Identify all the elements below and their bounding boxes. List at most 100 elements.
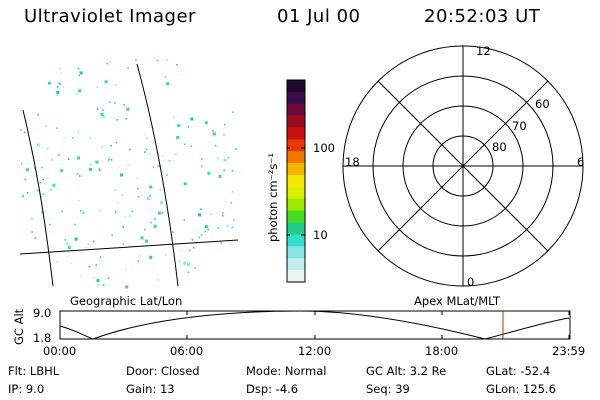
speckle: [40, 195, 42, 198]
speckle: [98, 168, 101, 170]
mlat-label-70: 70: [512, 119, 527, 133]
speckle: [125, 268, 127, 271]
orbit-plot-ticks: [59, 311, 570, 339]
speckle: [58, 188, 60, 190]
speckle: [104, 80, 108, 84]
speckle: [43, 179, 46, 182]
polar-grid: [342, 45, 584, 287]
speckle: [72, 137, 74, 139]
speckle: [60, 72, 62, 75]
speckle: [76, 92, 78, 95]
speckle: [136, 177, 138, 180]
speckle: [194, 267, 196, 269]
speckle: [41, 166, 43, 169]
speckle: [31, 231, 34, 233]
speckle: [77, 129, 80, 132]
speckle: [231, 170, 234, 172]
speckle: [204, 230, 206, 233]
ip-status: IP: 9.0: [8, 382, 45, 396]
speckle: [225, 224, 229, 228]
speckle: [22, 194, 24, 196]
colorbar-tick-100: 100: [313, 141, 335, 155]
speckle: [114, 84, 117, 87]
speckle: [153, 225, 157, 228]
speckle: [67, 246, 71, 250]
speckle: [126, 113, 129, 115]
speckle: [135, 59, 137, 61]
mlt-label-0: 0: [467, 275, 475, 289]
speckle: [165, 254, 167, 256]
speckle: [74, 223, 76, 226]
colorbar-segment: [287, 198, 305, 212]
speckle: [126, 107, 130, 111]
speckle: [78, 67, 80, 70]
speckle: [176, 136, 180, 139]
speckle: [222, 212, 224, 214]
speckle: [232, 111, 234, 113]
speckle: [204, 225, 208, 229]
speckle: [50, 157, 54, 161]
speckle: [77, 156, 80, 160]
speckle: [39, 181, 42, 184]
speckle: [137, 195, 140, 198]
auroral-image-speckles: [20, 59, 241, 289]
orbit-plot-frame: [59, 310, 571, 340]
speckle: [231, 191, 234, 193]
orbit-altitude-curve: [59, 310, 570, 340]
speckle: [144, 133, 146, 136]
speckle: [149, 194, 151, 197]
speckle: [47, 218, 50, 220]
speckle: [102, 284, 105, 286]
speckle: [177, 124, 181, 128]
orbit-xtick-1200: 12:00: [298, 344, 332, 358]
mlt-label-12: 12: [476, 44, 491, 58]
speckle: [62, 86, 65, 88]
speckle: [97, 284, 99, 286]
speckle: [88, 265, 91, 268]
speckle: [137, 187, 139, 190]
speckle: [121, 194, 124, 196]
speckle: [78, 200, 80, 202]
speckle: [36, 189, 39, 192]
speckle: [209, 141, 212, 143]
speckle: [150, 221, 152, 224]
speckle: [201, 158, 203, 160]
speckle: [117, 201, 119, 204]
speckle: [221, 214, 224, 217]
speckle: [25, 168, 29, 172]
speckle: [233, 219, 235, 221]
geographic-panel-label: Geographic Lat/Lon: [70, 294, 183, 308]
speckle: [87, 243, 90, 245]
gain-status: Gain: 13: [126, 382, 175, 396]
speckle: [114, 102, 116, 104]
speckle: [149, 185, 153, 189]
speckle: [154, 217, 156, 220]
speckle: [48, 81, 51, 85]
orbit-y-axis-label: GC Alt: [12, 308, 26, 345]
speckle: [89, 136, 91, 139]
speckle: [78, 175, 81, 177]
speckle: [70, 262, 72, 264]
speckle: [207, 228, 210, 231]
speckle: [58, 82, 60, 84]
speckle: [157, 165, 160, 167]
speckle: [175, 153, 177, 155]
speckle: [104, 117, 107, 120]
door-status: Door: Closed: [126, 364, 200, 378]
speckle: [109, 61, 111, 63]
speckle: [47, 147, 49, 150]
speckle: [224, 151, 226, 154]
speckle: [160, 201, 163, 205]
speckle: [217, 227, 220, 229]
speckle: [56, 261, 58, 263]
speckle: [138, 254, 141, 257]
speckle: [164, 76, 167, 78]
speckle: [184, 143, 186, 146]
colorbar-segment: [287, 80, 305, 93]
speckle: [183, 182, 187, 186]
speckle: [24, 178, 26, 181]
diagonal-line-2: [377, 80, 549, 252]
speckle: [198, 213, 201, 217]
speckle: [189, 249, 191, 252]
